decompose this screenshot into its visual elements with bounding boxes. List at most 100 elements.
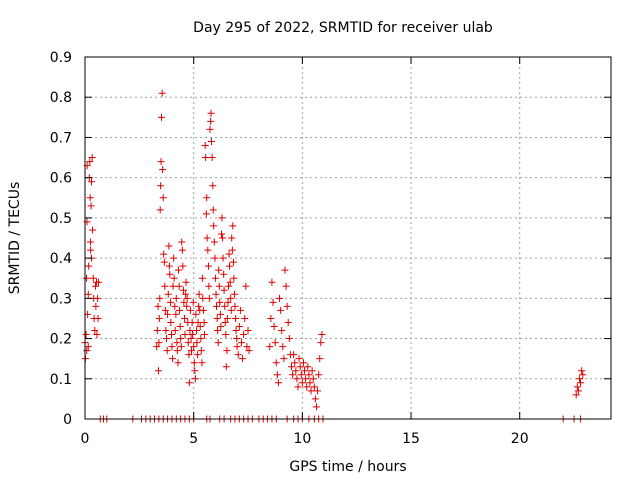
data-point (309, 375, 317, 383)
data-point (233, 343, 241, 351)
data-point (302, 375, 310, 383)
data-point (230, 274, 238, 282)
data-point (212, 290, 220, 298)
data-point (177, 343, 185, 351)
data-point (296, 363, 304, 371)
data-point (186, 327, 194, 335)
data-point (179, 262, 187, 270)
data-point (217, 322, 225, 330)
data-point (173, 339, 181, 347)
data-point (269, 298, 277, 306)
data-point (176, 306, 184, 314)
data-point (155, 314, 163, 322)
data-point (181, 314, 189, 322)
data-point (231, 290, 239, 298)
data-point (168, 331, 176, 339)
data-point (88, 154, 96, 162)
data-point (572, 391, 580, 399)
data-point (198, 359, 206, 367)
data-point (89, 274, 97, 282)
data-point (185, 351, 193, 359)
y-tick-label: 0.3 (50, 291, 72, 307)
data-point (226, 262, 234, 270)
data-point (165, 242, 173, 250)
data-point (154, 302, 162, 310)
data-point (578, 367, 586, 375)
data-point (317, 339, 325, 347)
data-point (213, 302, 220, 310)
data-point (280, 355, 288, 363)
data-point (220, 270, 228, 278)
data-point (211, 254, 219, 262)
data-point (163, 347, 171, 355)
data-point (579, 371, 587, 379)
data-point (172, 310, 180, 318)
data-point (204, 262, 212, 270)
data-point (189, 298, 197, 306)
y-axis-label: SRMTID / TECUs (7, 182, 23, 295)
data-point (222, 331, 230, 339)
data-point (174, 266, 182, 274)
data-point (285, 335, 293, 343)
data-point (203, 234, 211, 242)
data-point (170, 254, 178, 262)
data-point (83, 274, 91, 282)
data-point (205, 282, 213, 290)
data-point (178, 238, 186, 246)
data-point (209, 182, 217, 190)
data-point (245, 347, 253, 355)
data-point (208, 137, 216, 145)
data-point (210, 222, 218, 230)
data-point (229, 258, 237, 266)
data-point (163, 335, 171, 343)
data-point (235, 322, 243, 330)
data-point (216, 298, 224, 306)
data-point (207, 109, 215, 117)
data-point (154, 367, 162, 375)
data-point (161, 306, 169, 314)
x-tick-label: 20 (511, 431, 529, 447)
data-point (318, 331, 326, 339)
data-point (224, 282, 232, 290)
data-point (188, 347, 196, 355)
data-point (195, 290, 203, 298)
x-tick-label: 5 (189, 431, 198, 447)
data-point (185, 379, 193, 387)
data-point (194, 351, 202, 359)
data-point (82, 331, 90, 339)
plot-frame (84, 56, 612, 420)
data-point (237, 339, 245, 347)
data-point (266, 343, 274, 351)
data-point (203, 194, 211, 202)
data-point (229, 222, 237, 230)
data-point (216, 310, 224, 318)
y-tick-label: 0.8 (50, 90, 72, 106)
data-points (81, 89, 587, 423)
y-tick-label: 0.2 (50, 332, 72, 348)
data-point (193, 339, 201, 347)
data-point (201, 331, 209, 339)
data-point (215, 282, 223, 290)
data-point (292, 367, 300, 375)
data-point (199, 294, 207, 302)
data-point (177, 335, 185, 343)
data-point (270, 322, 278, 330)
data-point (207, 117, 215, 125)
data-point (87, 246, 95, 254)
data-point (211, 274, 219, 282)
data-point (232, 327, 240, 335)
data-point (157, 182, 165, 190)
data-point (191, 367, 199, 375)
data-point (94, 294, 102, 302)
data-point (316, 355, 324, 363)
data-point (159, 194, 167, 202)
data-point (194, 318, 202, 326)
data-point (298, 379, 306, 387)
x-tick-label: 10 (293, 431, 311, 447)
data-point (156, 206, 164, 214)
data-point (231, 302, 239, 310)
data-point (86, 238, 94, 246)
data-point (183, 302, 191, 310)
data-point (187, 335, 195, 343)
